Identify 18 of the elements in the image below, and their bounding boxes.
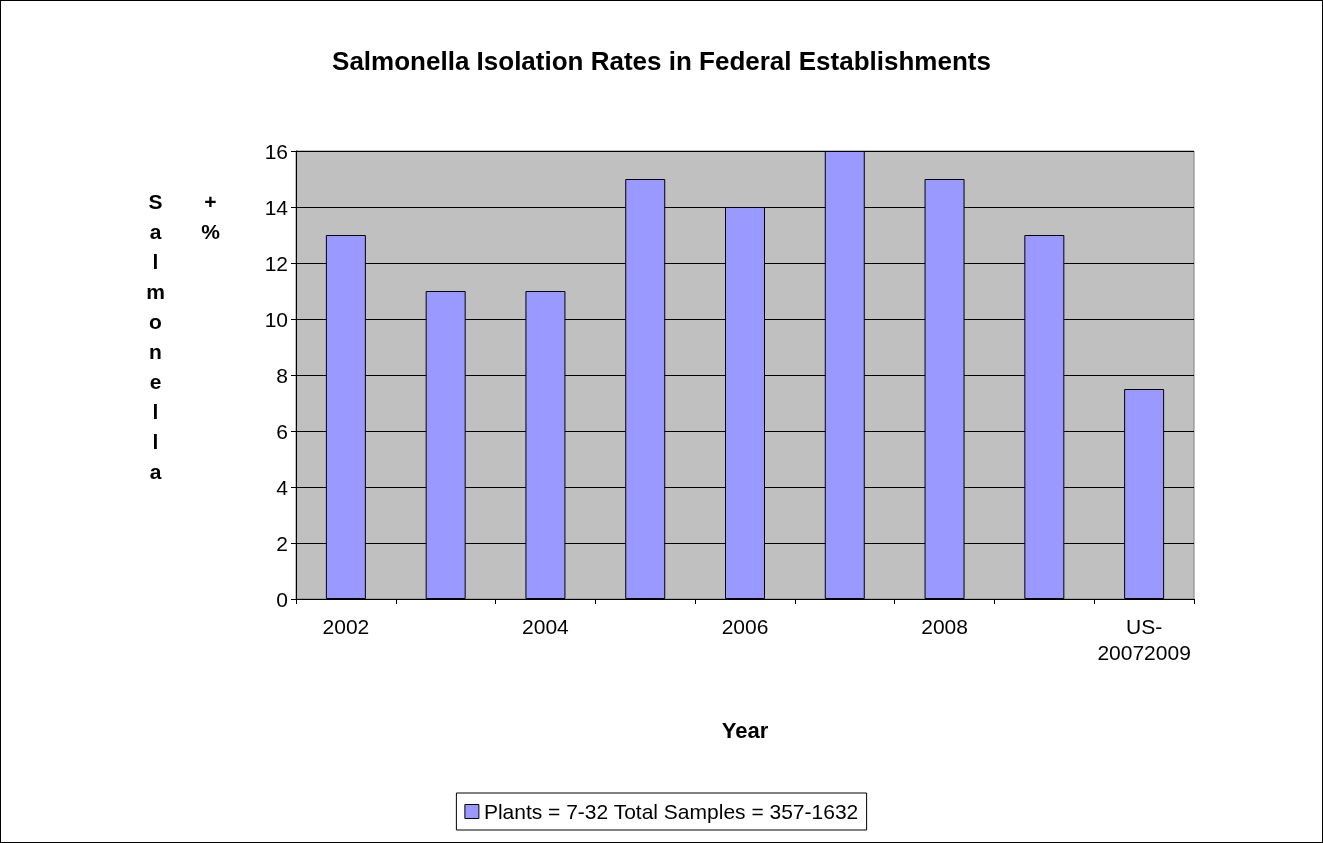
x-tick-label: 2004: [522, 614, 570, 638]
y-tick-label: 10: [264, 307, 288, 331]
y-tick-label: 4: [276, 475, 289, 499]
y-tick-label: 8: [276, 363, 288, 387]
y-tick-label: 14: [264, 195, 289, 219]
x-tick-label: 2006: [721, 614, 769, 638]
legend-label: Plants = 7-32 Total Samples = 357-1632: [483, 800, 859, 823]
y-tick-label: 12: [264, 251, 288, 275]
y-tick-label: 2: [276, 531, 288, 555]
y-tick-label: 6: [276, 419, 288, 443]
text: Salmonella +%: [144, 190, 222, 490]
y-tick-label: 0: [276, 587, 288, 611]
x-axis-title: Year: [721, 717, 769, 743]
x-tick-label: 2008: [921, 614, 968, 638]
x-tick-label: 2002: [322, 614, 370, 638]
chart-title: Salmonella Isolation Rates in Federal Establishments: [332, 46, 991, 76]
y-tick-label: 16: [264, 139, 288, 163]
x-tick-label: US- 20072009: [1097, 614, 1191, 664]
